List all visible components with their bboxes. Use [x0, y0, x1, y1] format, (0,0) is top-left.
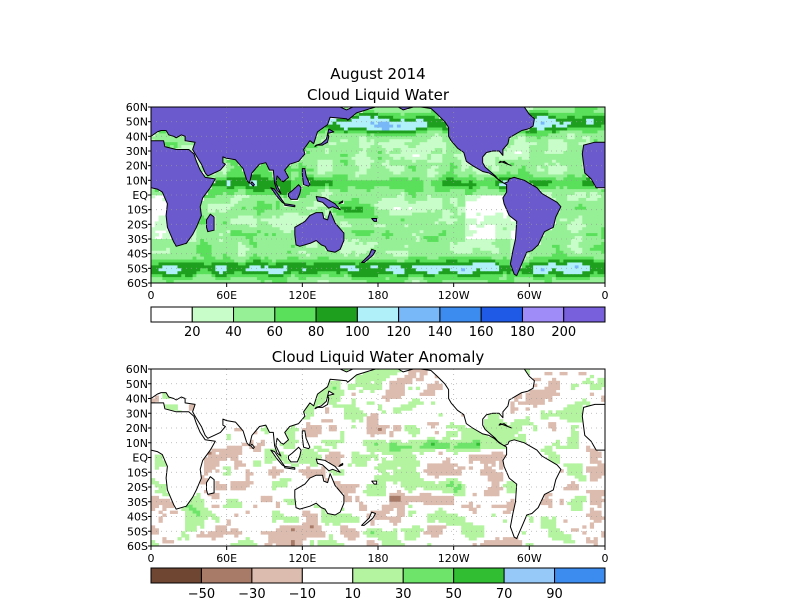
colorbar-swatch	[274, 306, 317, 323]
lat-tick-label: 50N	[126, 116, 148, 129]
lon-tick-label: 60E	[216, 552, 237, 565]
anomaly-colorbar: −50 −30 −10 10 30 50 70 90	[150, 567, 606, 600]
lat-tick-label: 30N	[126, 407, 148, 420]
lon-tick-label: 0	[602, 289, 609, 302]
colorbar-label: 180	[510, 325, 535, 340]
colorbar-swatch	[521, 306, 565, 323]
panel-title-clw: Cloud Liquid Water	[307, 86, 450, 104]
colorbar-label: 90	[546, 587, 563, 600]
lat-tick-label: 60S	[127, 277, 148, 290]
lat-tick-label: 20N	[126, 422, 148, 435]
colorbar-label: 20	[184, 325, 201, 340]
colorbar-swatch	[301, 567, 354, 584]
colorbar-label: 160	[469, 325, 494, 340]
lat-tick-label: 40S	[127, 248, 148, 261]
cloud-liquid-water-map	[151, 107, 606, 284]
lon-tick-label: 0	[148, 289, 155, 302]
lat-tick-label: 10N	[126, 174, 148, 187]
figure-title: August 2014	[330, 65, 425, 83]
lat-tick-label: 20N	[126, 160, 148, 173]
colorbar-label: −30	[238, 587, 265, 600]
lon-tick-label: 180	[368, 552, 389, 565]
lat-tick-label: EQ	[132, 189, 148, 202]
anomaly-map	[151, 369, 606, 547]
colorbar-swatch	[453, 567, 505, 584]
colorbar-swatch	[150, 306, 193, 323]
lat-tick-label: 50N	[126, 378, 148, 391]
colorbar-label: 80	[308, 325, 325, 340]
colorbar-swatch	[251, 567, 303, 584]
lon-tick-label: 120E	[288, 289, 316, 302]
lat-tick-label: 30N	[126, 145, 148, 158]
colorbar-label: 100	[345, 325, 370, 340]
lat-tick-label: 50S	[127, 262, 148, 275]
lat-tick-label: 40N	[126, 130, 148, 143]
lon-tick-label: 120E	[288, 552, 316, 565]
lat-tick-label: 20S	[127, 218, 148, 231]
lat-tick-label: 10N	[126, 437, 148, 450]
colorbar-swatch	[439, 306, 482, 323]
cloud-liquid-water-colorbar: 20 40 60 80 100 120 140 160 180 200	[150, 306, 606, 340]
colorbar-label: −50	[188, 587, 215, 600]
colorbar-swatch	[480, 306, 523, 323]
lon-tick-label: 120W	[438, 289, 470, 302]
lon-tick-label: 180	[368, 289, 389, 302]
lat-tick-label: 10S	[127, 466, 148, 479]
colorbar-swatch	[554, 567, 606, 584]
lat-tick-label: 20S	[127, 481, 148, 494]
colorbar-swatch	[200, 567, 253, 584]
lat-tick-label: 60S	[127, 540, 148, 553]
lon-tick-label: 0	[602, 552, 609, 565]
colorbar-swatch	[398, 306, 441, 323]
colorbar-label: 120	[386, 325, 411, 340]
colorbar-label: 10	[345, 587, 362, 600]
lat-tick-label: 50S	[127, 525, 148, 538]
colorbar-label: 50	[445, 587, 462, 600]
lon-tick-label: 60W	[517, 289, 542, 302]
lon-tick-label: 120W	[438, 552, 470, 565]
lon-tick-label: 60E	[216, 289, 237, 302]
lon-tick-label: 60W	[517, 552, 542, 565]
colorbar-swatch	[150, 567, 202, 584]
colorbar-label: 30	[395, 587, 412, 600]
colorbar-swatch	[191, 306, 235, 323]
lat-tick-label: 40S	[127, 511, 148, 524]
panel-title-anomaly: Cloud Liquid Water Anomaly	[272, 348, 485, 366]
colorbar-label: 70	[496, 587, 513, 600]
lat-tick-label: 40N	[126, 393, 148, 406]
colorbar-label: 60	[267, 325, 284, 340]
colorbar-label: 200	[551, 325, 576, 340]
lat-tick-label: 30S	[127, 233, 148, 246]
lat-tick-label: 60N	[126, 101, 148, 114]
colorbar-swatch	[503, 567, 556, 584]
colorbar-swatch	[402, 567, 455, 584]
colorbar-swatch	[233, 306, 276, 323]
lat-tick-label: 30S	[127, 496, 148, 509]
colorbar-label: 140	[427, 325, 452, 340]
lat-tick-label: 60N	[126, 363, 148, 376]
colorbar-swatch	[315, 306, 358, 323]
colorbar-label: −10	[289, 587, 316, 600]
lat-tick-label: EQ	[132, 452, 148, 465]
colorbar-label: 40	[225, 325, 242, 340]
colorbar-swatch	[352, 567, 404, 584]
colorbar-swatch	[563, 306, 606, 323]
colorbar-swatch	[356, 306, 400, 323]
lat-tick-label: 10S	[127, 204, 148, 217]
lon-tick-label: 0	[148, 552, 155, 565]
